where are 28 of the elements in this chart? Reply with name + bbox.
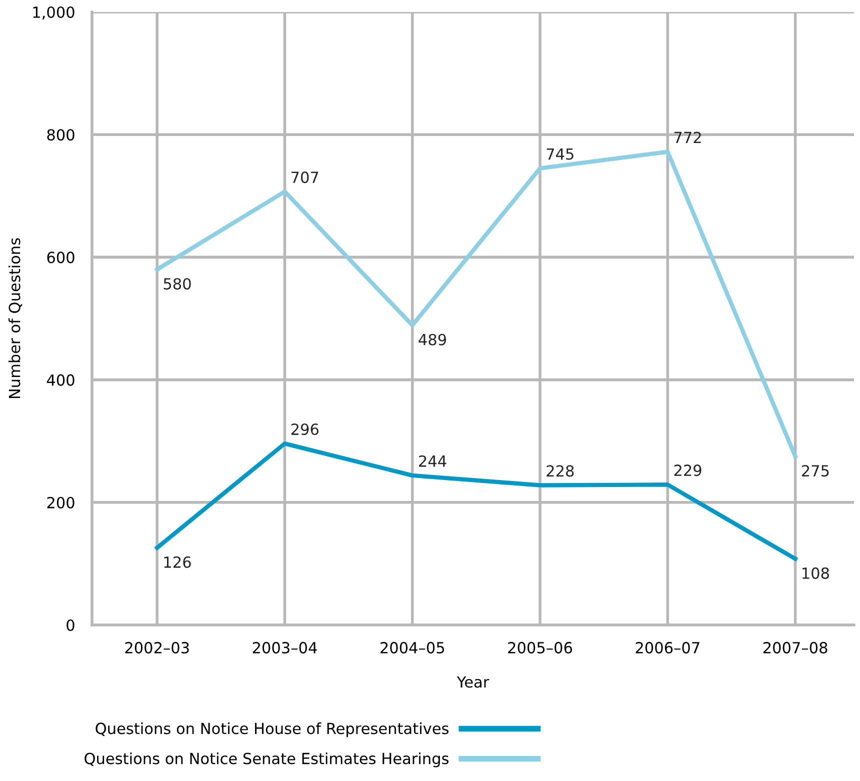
y-tick-label: 800 — [47, 129, 74, 141]
x-axis-title: Year — [456, 676, 490, 688]
y-tick-label: 1,000 — [33, 6, 74, 20]
x-tick-label: 2005–06 — [508, 642, 572, 654]
y-tick-label: 200 — [47, 496, 74, 508]
data-label: 489 — [418, 334, 446, 346]
data-label: 580 — [164, 278, 191, 290]
data-label: 126 — [164, 556, 191, 568]
data-label: 108 — [802, 567, 829, 579]
x-tick-label: 2006–07 — [636, 642, 700, 654]
y-axis-title: Number of Questions — [8, 238, 22, 398]
data-label: 772 — [674, 132, 701, 144]
legend-label: Questions on Notice Senate Estimates Hearings — [84, 752, 449, 768]
y-tick-label: 400 — [46, 374, 74, 386]
data-label: 296 — [291, 423, 318, 436]
data-label: 707 — [292, 172, 318, 184]
y-tick-label: 0 — [66, 619, 74, 632]
data-label: 244 — [419, 455, 446, 467]
data-label: 229 — [674, 464, 702, 476]
x-tick-label: 2007–08 — [763, 642, 828, 654]
legend-label: Questions on Notice House of Representatives — [96, 722, 449, 738]
data-label: 275 — [802, 465, 829, 477]
y-tick-label: 600 — [47, 252, 74, 264]
x-tick-label: 2003–04 — [252, 642, 317, 654]
data-label: 228 — [546, 465, 574, 477]
data-label: 745 — [546, 148, 574, 160]
x-tick-label: 2004–05 — [380, 642, 444, 654]
x-tick-label: 2002–03 — [125, 642, 189, 654]
